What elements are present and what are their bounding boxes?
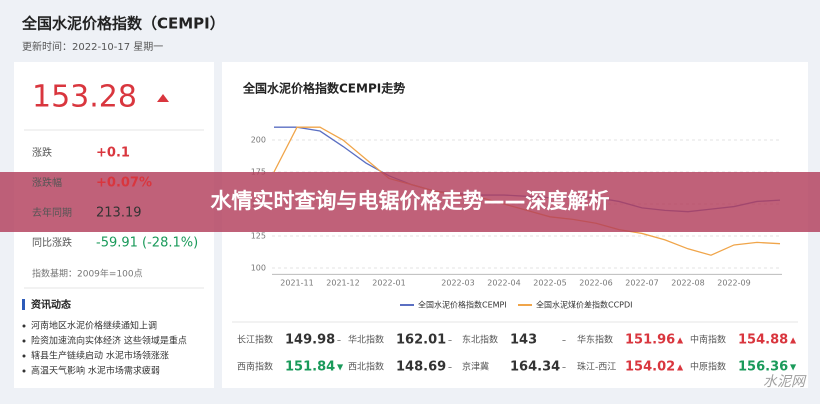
up-arrow	[157, 94, 169, 102]
watermark: 水泥网	[763, 374, 807, 390]
x-tick-label: 2022-03	[441, 279, 474, 288]
summary-label: 涨跌幅	[32, 176, 62, 189]
x-tick-label: 2022-01	[372, 279, 405, 288]
region-value: 164.34	[510, 360, 560, 375]
banner	[0, 172, 820, 232]
region-name: 东北指数	[462, 334, 498, 346]
region-trend: ▼	[337, 363, 344, 372]
region-name: 珠江-西江	[577, 361, 616, 373]
region-trend: –	[562, 336, 566, 345]
region-name: 长江指数	[237, 334, 273, 346]
region-trend: –	[562, 363, 566, 372]
region-name: 华北指数	[348, 334, 384, 346]
x-tick-label: 2022-08	[671, 279, 704, 288]
x-tick-label: 2022-05	[533, 279, 566, 288]
region-value: 143	[510, 333, 537, 348]
summary-label: 去年同期	[32, 206, 72, 219]
base-note: 指数基期：2009年=100点	[32, 268, 143, 280]
legend-label: 全国水泥价格指数CEMPI	[418, 300, 507, 310]
legend-label: 全国水泥煤价差指数CCPDI	[536, 300, 633, 310]
summary-value: -59.91 (-28.1%)	[96, 236, 198, 251]
region-trend: ▲	[790, 336, 797, 345]
region-trend: –	[448, 363, 452, 372]
summary-value: +0.07%	[96, 176, 152, 191]
x-tick-label: 2021-12	[326, 279, 359, 288]
news-title: 资讯动态	[31, 298, 71, 311]
region-trend: ▼	[790, 363, 797, 372]
region-value: 154.88	[738, 333, 788, 348]
region-value: 149.98	[285, 333, 335, 348]
region-name: 西南指数	[237, 361, 273, 373]
update-time: 更新时间：2022-10-17 星期一	[22, 40, 163, 53]
summary-label: 同比涨跌	[32, 236, 72, 249]
region-value: 156.36	[738, 360, 788, 375]
y-tick-label: 125	[251, 232, 266, 241]
region-value: 148.69	[396, 360, 446, 375]
y-tick-label: 100	[251, 264, 266, 273]
news-item: 辖县生产链续启动 水泥市场领涨涨	[31, 350, 169, 362]
region-name: 华东指数	[577, 334, 613, 346]
index-value: 153.28	[32, 80, 137, 115]
y-tick-label: 200	[251, 136, 266, 145]
region-value: 151.84	[285, 360, 335, 375]
summary-value: 213.19	[96, 206, 142, 221]
news-item: 河南地区水泥价格继续通知上调	[31, 320, 157, 332]
summary-label: 涨跌	[32, 146, 52, 159]
x-tick-label: 2022-04	[487, 279, 520, 288]
bullet	[22, 339, 26, 343]
bullet	[22, 354, 26, 358]
region-value: 162.01	[396, 333, 446, 348]
x-tick-label: 2021-11	[280, 279, 313, 288]
x-tick-label: 2022-09	[717, 279, 750, 288]
region-trend: –	[448, 336, 452, 345]
region-trend: ▲	[677, 336, 684, 345]
overlay: 长江指数 149.98– 华北指数 162.01– 东北指数 143– 华东指数 151.96…	[0, 172, 820, 390]
page-title: 全国水泥价格指数（CEMPI）	[21, 15, 225, 33]
region-trend: –	[337, 336, 341, 345]
region-name: 中原指数	[690, 361, 726, 373]
x-tick-label: 2022-07	[625, 279, 658, 288]
region-trend: ▲	[677, 363, 684, 372]
region-name: 京津冀	[462, 361, 489, 373]
banner-text: 水情实时查询与电锯价格走势——深度解析	[211, 189, 610, 213]
news-item: 险资加速流向实体经济 这些领域是重点	[31, 335, 187, 347]
bullet	[22, 369, 26, 373]
x-tick-label: 2022-06	[579, 279, 612, 288]
bullet	[22, 324, 26, 328]
news-item: 高温天气影响 水泥市场需求疲弱	[31, 365, 160, 377]
region-value: 151.96	[625, 333, 675, 348]
region-name: 西北指数	[348, 361, 384, 373]
summary-value: +0.1	[96, 146, 130, 161]
region-name: 中南指数	[690, 334, 726, 346]
region-value: 154.02	[625, 360, 675, 375]
chart-title: 全国水泥价格指数CEMPI走势	[242, 81, 405, 96]
news-marker	[22, 299, 25, 310]
